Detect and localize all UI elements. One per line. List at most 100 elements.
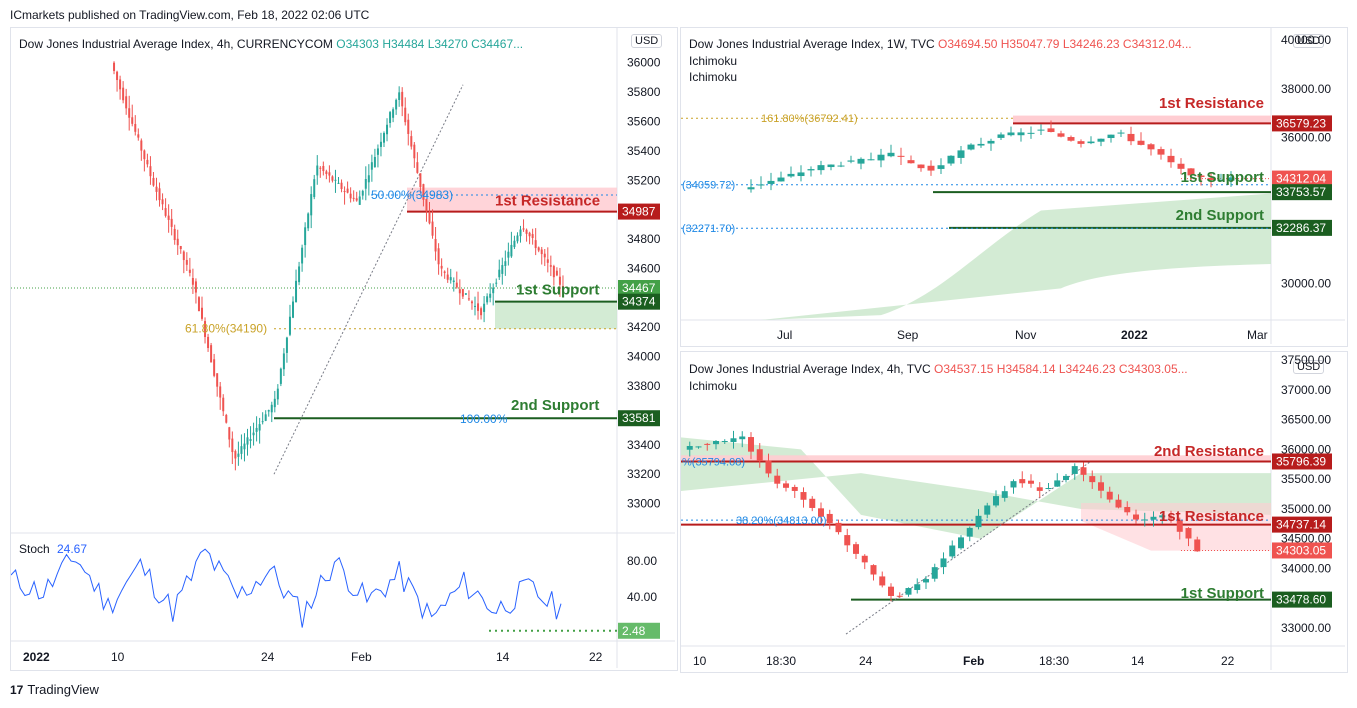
bottom-right-candle — [1115, 499, 1122, 508]
left-chart-high: H34484 — [382, 37, 425, 51]
left-candle — [522, 228, 525, 230]
bottom-right-y-tick: 34000.00 — [1281, 562, 1331, 576]
left-candle — [261, 421, 264, 423]
top-right-candle — [1197, 175, 1205, 178]
bottom-right-candle — [958, 537, 964, 549]
bottom-right-chart-panel[interactable]: Dow Jones Industrial Average Index, 4h, … — [680, 351, 1348, 673]
bottom-right-candle — [818, 508, 824, 517]
left-candle — [188, 269, 191, 273]
bottom-right-candle — [923, 579, 929, 583]
bottom-right-candle — [686, 446, 693, 450]
left-candle — [194, 281, 197, 293]
bottom-right-candle — [1098, 482, 1104, 491]
left-candle — [410, 136, 413, 147]
bottom-right-candle — [1036, 487, 1043, 491]
bottom-right-price-label-box — [1272, 516, 1332, 533]
top-right-candle — [927, 165, 935, 171]
bottom-right-second-resistance-zone — [681, 455, 1271, 462]
top-right-candle — [1187, 168, 1195, 176]
bottom-right-y-tick: 37500.00 — [1281, 353, 1331, 367]
left-candle — [525, 229, 528, 234]
top-right-x-tick: Mar — [1247, 328, 1268, 342]
top-right-chart-panel[interactable]: Dow Jones Industrial Average Index, 1W, … — [680, 27, 1348, 347]
bottom-right-candle — [888, 586, 894, 596]
top-right-candle — [1167, 155, 1175, 163]
bottom-right-fib-382-label: 38.20%(34813.00) — [736, 515, 827, 527]
left-chart-panel[interactable]: Dow Jones Industrial Average Index, 4h, … — [10, 27, 678, 671]
bottom-right-candle — [695, 446, 702, 448]
bottom-right-chart-title: Dow Jones Industrial Average Index, 4h, … — [689, 362, 1188, 376]
top-right-candle — [827, 164, 835, 168]
top-right-indicator-2[interactable]: Ichimoku — [689, 70, 738, 84]
left-candle — [546, 259, 549, 263]
left-chart-low: L34270 — [427, 37, 468, 51]
top-right-candle — [757, 184, 765, 186]
top-right-chart-open: O34694.50 — [938, 37, 998, 51]
top-right-candle — [987, 140, 995, 144]
bottom-right-chart-high: H34584.14 — [996, 362, 1056, 376]
top-right-candle — [967, 144, 975, 150]
left-candle — [122, 87, 125, 101]
left-candle — [428, 212, 431, 224]
top-right-candle — [1227, 177, 1235, 181]
left-candle — [255, 427, 258, 432]
left-candle — [282, 353, 285, 370]
left-candle — [201, 307, 203, 319]
top-right-candle — [1117, 132, 1125, 134]
bottom-right-candle — [809, 498, 816, 508]
left-stoch-line — [11, 548, 562, 628]
left-candle — [398, 92, 401, 100]
left-y-tick: 33800 — [627, 379, 661, 393]
left-candle — [146, 159, 149, 165]
top-right-candle — [1077, 141, 1085, 144]
left-y-tick: 35800 — [627, 85, 661, 99]
left-stoch-price-label: 2.48 — [622, 624, 646, 638]
left-candle — [246, 437, 249, 445]
bottom-right-candle — [800, 492, 807, 500]
left-candle — [185, 259, 188, 265]
top-right-indicator-1[interactable]: Ichimoku — [689, 54, 738, 68]
left-x-tick: 2022 — [23, 650, 50, 664]
left-candle — [134, 123, 137, 132]
top-right-candle — [847, 160, 855, 162]
left-candle — [313, 179, 316, 198]
left-candle — [310, 194, 313, 216]
left-candle — [486, 296, 489, 303]
left-candle — [392, 109, 395, 118]
bottom-right-candle — [984, 505, 991, 515]
top-right-currency-button[interactable]: USD — [1293, 34, 1325, 48]
left-candle — [191, 278, 194, 285]
left-candle — [155, 186, 158, 192]
bottom-right-fib-trend-line — [845, 460, 1092, 635]
bottom-right-indicator-1[interactable]: Ichimoku — [689, 379, 738, 393]
left-candle — [449, 277, 452, 281]
left-first-resistance-label: 1st Resistance — [495, 193, 600, 210]
bottom-right-x-tick: 22 — [1221, 654, 1235, 668]
bottom-right-candle — [1194, 539, 1201, 552]
left-candle — [513, 240, 516, 248]
bottom-right-currency-button[interactable]: USD — [1293, 360, 1325, 374]
left-x-tick: 22 — [589, 650, 603, 664]
left-candle — [237, 453, 240, 457]
left-candle — [152, 177, 155, 186]
bottom-right-x-tick: 18:30 — [766, 654, 796, 668]
bottom-right-candle — [1133, 514, 1139, 520]
top-right-candle — [877, 154, 885, 161]
left-currency-button[interactable]: USD — [631, 34, 663, 48]
bottom-right-candle — [1028, 480, 1034, 484]
left-candle — [489, 293, 492, 298]
left-candle — [401, 91, 404, 107]
left-candle — [376, 148, 379, 155]
tradingview-footer[interactable]: 17 TradingView — [10, 682, 99, 697]
left-stoch-value: 24.67 — [57, 542, 87, 556]
left-candle — [328, 172, 331, 176]
top-right-candle — [837, 165, 845, 167]
left-candle — [561, 285, 564, 290]
left-candle — [383, 132, 385, 143]
left-candle — [555, 270, 558, 276]
left-candle — [119, 79, 122, 90]
left-candle — [210, 345, 213, 363]
top-right-x-tick: 2022 — [1121, 328, 1148, 342]
left-candle — [413, 144, 416, 159]
left-candle — [204, 321, 207, 338]
